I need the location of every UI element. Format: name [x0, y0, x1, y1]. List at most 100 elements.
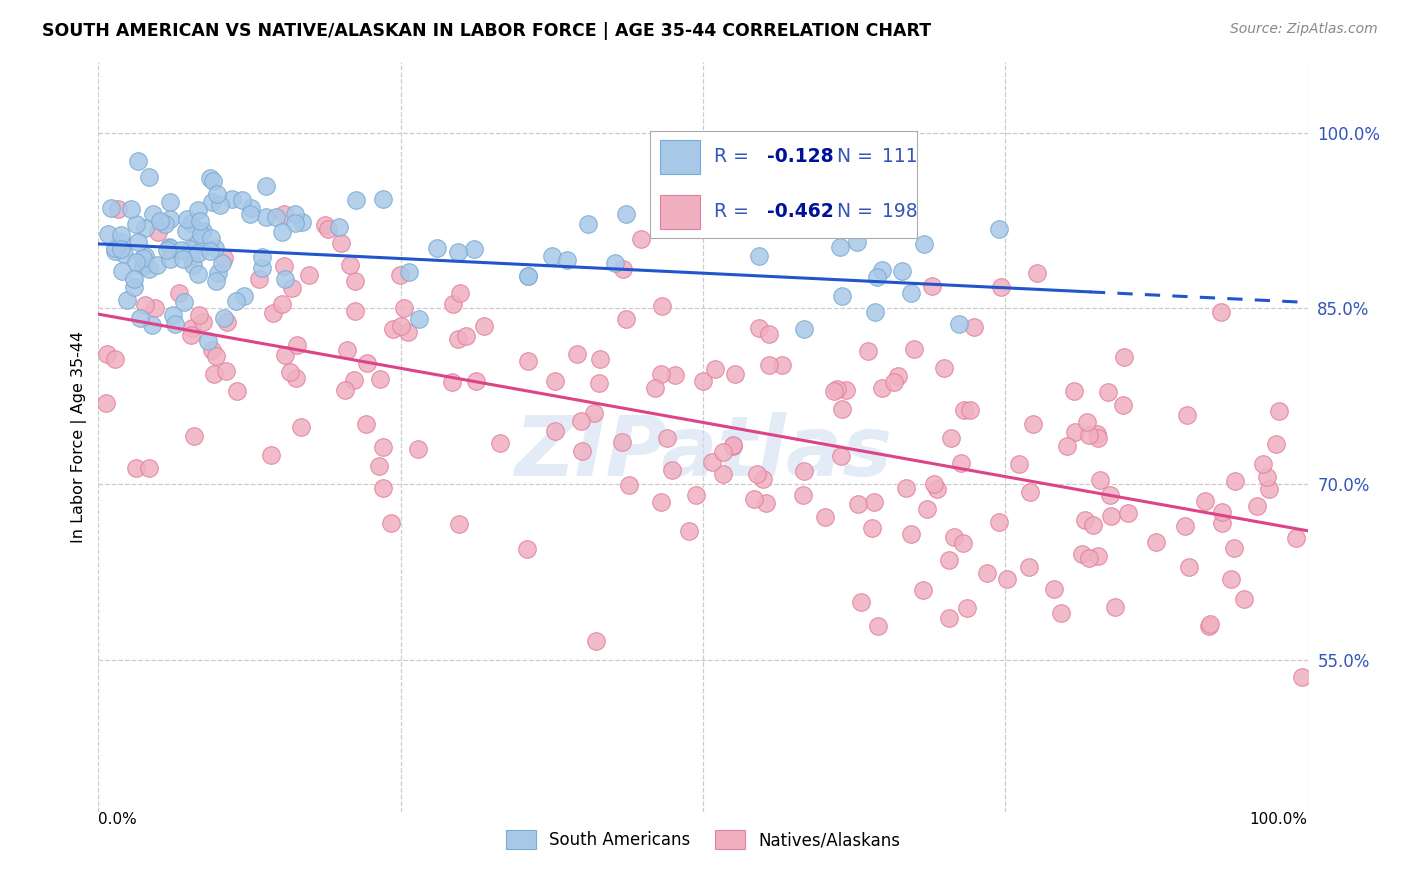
Point — [368, 372, 391, 386]
Point — [834, 383, 856, 397]
Point — [180, 327, 202, 342]
Point — [814, 510, 837, 524]
Point — [356, 356, 378, 370]
Bar — [661, 139, 700, 174]
Point — [120, 202, 142, 216]
Point — [990, 280, 1012, 294]
Point — [544, 374, 567, 388]
Point — [863, 305, 886, 319]
Point — [97, 227, 120, 241]
Point — [232, 289, 254, 303]
Point — [630, 231, 652, 245]
Point — [208, 198, 231, 212]
Point — [170, 243, 193, 257]
Point — [588, 376, 610, 390]
Point — [134, 220, 156, 235]
Point — [204, 349, 226, 363]
Point — [225, 294, 247, 309]
Point — [284, 216, 307, 230]
Point — [988, 222, 1011, 236]
Point — [200, 231, 222, 245]
Point — [198, 170, 221, 185]
Point — [603, 255, 626, 269]
Point — [661, 462, 683, 476]
Bar — [661, 195, 700, 229]
Point — [1078, 550, 1101, 565]
Point — [745, 467, 768, 481]
Point — [344, 193, 367, 207]
Point — [111, 263, 134, 277]
Point — [343, 373, 366, 387]
Point — [1049, 607, 1071, 621]
Point — [211, 256, 233, 270]
Point — [1112, 398, 1135, 412]
Point — [896, 481, 918, 495]
Point — [454, 328, 477, 343]
Point — [127, 153, 149, 168]
Point — [107, 202, 129, 217]
Point — [870, 263, 893, 277]
Point — [938, 611, 960, 625]
Point — [188, 308, 211, 322]
Point — [1056, 439, 1078, 453]
Point — [1088, 473, 1111, 487]
Point — [187, 267, 209, 281]
Point — [823, 384, 845, 398]
Point — [1268, 403, 1291, 417]
Point — [747, 249, 769, 263]
Point — [921, 278, 943, 293]
Point — [247, 272, 270, 286]
Point — [191, 315, 214, 329]
Point — [176, 211, 198, 226]
Point — [110, 235, 132, 250]
Point — [1087, 549, 1109, 563]
Point — [831, 289, 853, 303]
Point — [207, 266, 229, 280]
Point — [201, 343, 224, 357]
Point — [333, 383, 356, 397]
Point — [125, 461, 148, 475]
Point — [159, 211, 181, 226]
Legend: South Americans, Natives/Alaskans: South Americans, Natives/Alaskans — [499, 823, 907, 855]
Point — [1116, 507, 1139, 521]
Point — [963, 320, 986, 334]
Point — [742, 492, 765, 507]
Point — [949, 457, 972, 471]
Point — [449, 286, 471, 301]
Point — [1098, 487, 1121, 501]
Point — [721, 439, 744, 453]
Point — [617, 478, 640, 492]
Point — [1174, 518, 1197, 533]
Point — [758, 359, 780, 373]
Point — [262, 305, 284, 319]
Point — [516, 541, 538, 556]
Point — [1265, 437, 1288, 451]
Point — [406, 442, 429, 457]
Point — [942, 530, 965, 544]
Point — [952, 536, 974, 550]
Point — [1199, 616, 1222, 631]
Point — [1043, 582, 1066, 596]
Point — [883, 375, 905, 389]
Point — [274, 272, 297, 286]
Point — [336, 343, 359, 357]
Point — [271, 296, 294, 310]
Point — [159, 195, 181, 210]
Point — [870, 381, 893, 395]
Point — [1175, 408, 1198, 422]
Point — [447, 332, 470, 346]
Point — [463, 242, 485, 256]
Point — [831, 402, 853, 417]
Point — [197, 334, 219, 348]
Point — [104, 352, 127, 367]
Point — [173, 295, 195, 310]
Point — [692, 375, 714, 389]
Point — [181, 258, 204, 272]
Point — [651, 300, 673, 314]
Point — [181, 321, 204, 335]
Point — [134, 249, 156, 263]
Point — [856, 343, 879, 358]
Point — [703, 362, 725, 376]
Point — [110, 227, 132, 242]
Text: N =: N = — [837, 147, 873, 166]
